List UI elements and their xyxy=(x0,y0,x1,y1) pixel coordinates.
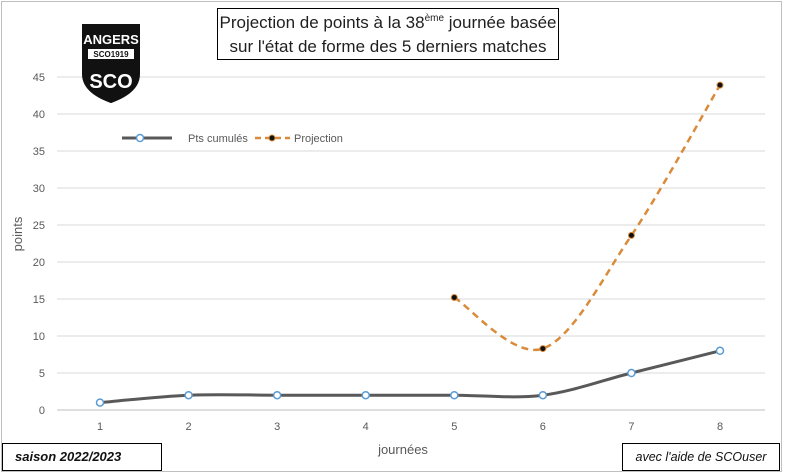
point-pts-cumules-2 xyxy=(184,390,193,400)
y-tick-40: 40 xyxy=(33,109,45,121)
y-tick-45: 45 xyxy=(33,72,45,84)
point-pts-cumules-6 xyxy=(538,390,548,400)
grid xyxy=(57,76,765,411)
series-line-projection xyxy=(453,84,722,352)
y-tick-15: 15 xyxy=(33,294,45,306)
y-tick-25: 25 xyxy=(33,220,45,232)
point-pts-cumules-8 xyxy=(715,346,725,356)
series-layer xyxy=(95,81,725,407)
x-tick-3: 3 xyxy=(274,421,280,433)
y-axis-ticks: 0 5 10 15 20 25 30 35 40 45 xyxy=(33,72,45,417)
chart-title: Projection de points à la 38ème journée … xyxy=(217,8,559,60)
y-tick-30: 30 xyxy=(33,183,45,195)
y-axis-label: points xyxy=(10,216,25,251)
x-tick-7: 7 xyxy=(628,421,634,433)
legend: Pts cumulés Projection xyxy=(122,133,343,145)
legend-label-pts-cumules: Pts cumulés xyxy=(188,133,248,145)
x-tick-5: 5 xyxy=(451,421,457,433)
title-line-2: sur l'état de forme des 5 derniers match… xyxy=(229,37,547,56)
x-tick-1: 1 xyxy=(97,421,103,433)
x-tick-6: 6 xyxy=(540,421,546,433)
season-label: saison 2022/2023 xyxy=(2,443,162,471)
y-tick-20: 20 xyxy=(33,257,45,269)
x-tick-2: 2 xyxy=(186,421,192,433)
title-line-1: Projection de points à la 38ème journée … xyxy=(219,13,557,32)
point-pts-cumules-4 xyxy=(361,390,370,400)
point-projection-7 xyxy=(627,231,635,239)
y-tick-35: 35 xyxy=(33,146,45,158)
logo-text-bottom: SCO xyxy=(89,71,132,93)
x-tick-8: 8 xyxy=(717,421,723,433)
point-pts-cumules-3 xyxy=(272,390,282,400)
legend-marker-projection xyxy=(268,134,276,142)
y-tick-0: 0 xyxy=(39,405,45,417)
y-tick-5: 5 xyxy=(39,368,45,380)
point-projection-6 xyxy=(539,345,547,353)
point-pts-cumules-5 xyxy=(450,390,459,400)
logo-text-band: SCO1919 xyxy=(93,50,129,59)
angers-sco-logo: ANGERS SCO1919 SCO xyxy=(82,24,140,104)
legend-marker-pts-cumules xyxy=(135,133,145,143)
logo-text-top: ANGERS xyxy=(83,32,139,47)
point-projection-5 xyxy=(450,294,458,302)
point-pts-cumules-7 xyxy=(627,368,636,378)
x-tick-4: 4 xyxy=(363,421,369,433)
point-pts-cumules-1 xyxy=(95,398,105,407)
point-projection-8 xyxy=(716,81,724,89)
series-line-pts-cumules xyxy=(98,349,722,405)
credit-label: avec l'aide de SCOuser xyxy=(622,443,780,471)
y-tick-10: 10 xyxy=(33,331,45,343)
legend-label-projection: Projection xyxy=(294,133,343,145)
x-axis-label: journées xyxy=(377,442,428,457)
x-axis-ticks: 1 2 3 4 5 6 7 8 xyxy=(97,421,723,433)
